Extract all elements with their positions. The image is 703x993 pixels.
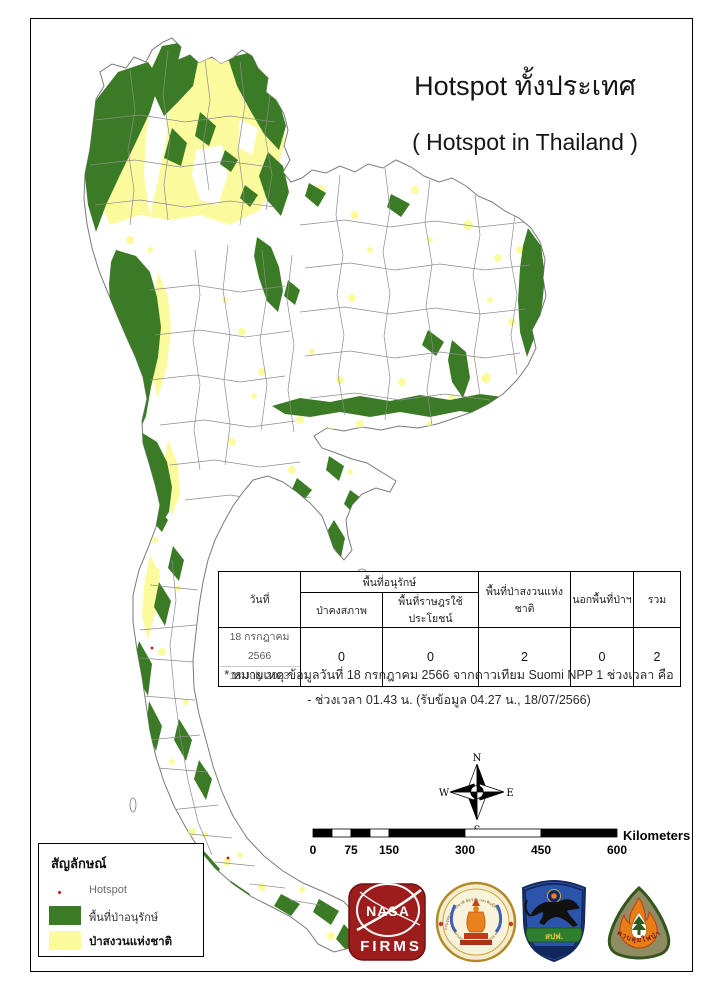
compass-e-label: E (506, 788, 513, 799)
logo-fire-control: ควบคุมไฟป่า (607, 885, 671, 960)
hotspot-dot-icon (58, 891, 61, 894)
nasa-wordmark: NASA (366, 903, 410, 919)
title-block: Hotspot ทั้งประเทศ ( Hotspot in Thailand… (360, 64, 690, 162)
legend-title: สัญลักษณ์ (51, 856, 107, 871)
col-header-intact-forest: ป่าคงสภาพ (300, 592, 383, 628)
page-title-thai: Hotspot ทั้งประเทศ (414, 71, 636, 101)
col-header-total: รวม (633, 571, 681, 628)
scale-bar: 0 75 150 300 450 600 Kilometers (310, 828, 691, 857)
scale-tick: 450 (531, 843, 551, 857)
footnotes: * หมายเหตุ ข้อมูลวันที่ 18 กรกฎาคม 2566 … (218, 663, 680, 713)
reserved-forest-swatch (49, 931, 81, 950)
province-boundaries (89, 49, 531, 906)
col-header-date: วันที่ (218, 571, 301, 628)
date-english: 18 July 2023 (229, 670, 290, 682)
legend-conservation-label: พื้นที่ป่าอนุรักษ์ (89, 912, 159, 924)
page-title-english: ( Hotspot in Thailand ) (412, 129, 638, 155)
page-frame (30, 18, 693, 972)
legend-reserved-label: ป่าสงวนแห่งชาติ (89, 936, 173, 948)
logo-forest-protection: สปฟ. (521, 879, 587, 963)
compass-n-label: N (473, 753, 482, 764)
footnote-line1: * หมายเหตุ ข้อมูลวันที่ 18 กรกฎาคม 2566 … (224, 668, 674, 682)
col-header-national-reserved: พื้นที่ป่าสงวนแห่งชาติ (478, 571, 571, 628)
legend-hotspot-label: Hotspot (89, 884, 127, 896)
scale-tick: 600 (607, 843, 627, 857)
logo-nasa-firms: NASA FIRMS (348, 883, 426, 961)
date-cell: 18 กรกฎาคม 2566 18 July 2023 (218, 627, 301, 687)
value-outside: 0 (570, 627, 634, 687)
scale-tick: 0 (310, 843, 317, 857)
value-total: 2 (633, 627, 681, 687)
firms-wordmark: FIRMS (360, 938, 422, 955)
hotspot-stats-table: วันที่ พื้นที่อนุรักษ์ พื้นที่ป่าสงวนแห่… (218, 571, 681, 687)
col-header-conservation-group: พื้นที่อนุรักษ์ (300, 571, 479, 593)
date-thai: 18 กรกฎาคม 2566 (219, 628, 300, 667)
scale-tick: 300 (455, 843, 475, 857)
compass-w-label: W (439, 788, 450, 799)
value-national-reserved: 2 (478, 627, 571, 687)
scale-unit-label: Kilometers (623, 828, 690, 843)
hotspot-dots (150, 646, 230, 860)
scale-tick: 75 (344, 843, 358, 857)
scale-tick: 150 (379, 843, 399, 857)
conservation-forest-swatch (49, 906, 81, 925)
legend-box: สัญลักษณ์ Hotspot พื้นที่ป่าอนุรักษ์ ป่า… (38, 843, 204, 957)
thailand-map (83, 37, 547, 953)
col-header-outside: นอกพื้นที่ป่าฯ (570, 571, 634, 628)
footnote-line2: - ช่วงเวลา 01.43 น. (รับข้อมูล 04.27 น.,… (307, 693, 591, 707)
forest-protection-abbr: สปฟ. (545, 932, 563, 941)
compass-rose-icon: N E S W (439, 753, 514, 836)
col-header-people-use: พื้นที่ราษฎรใช้ประโยชน์ (382, 592, 479, 628)
